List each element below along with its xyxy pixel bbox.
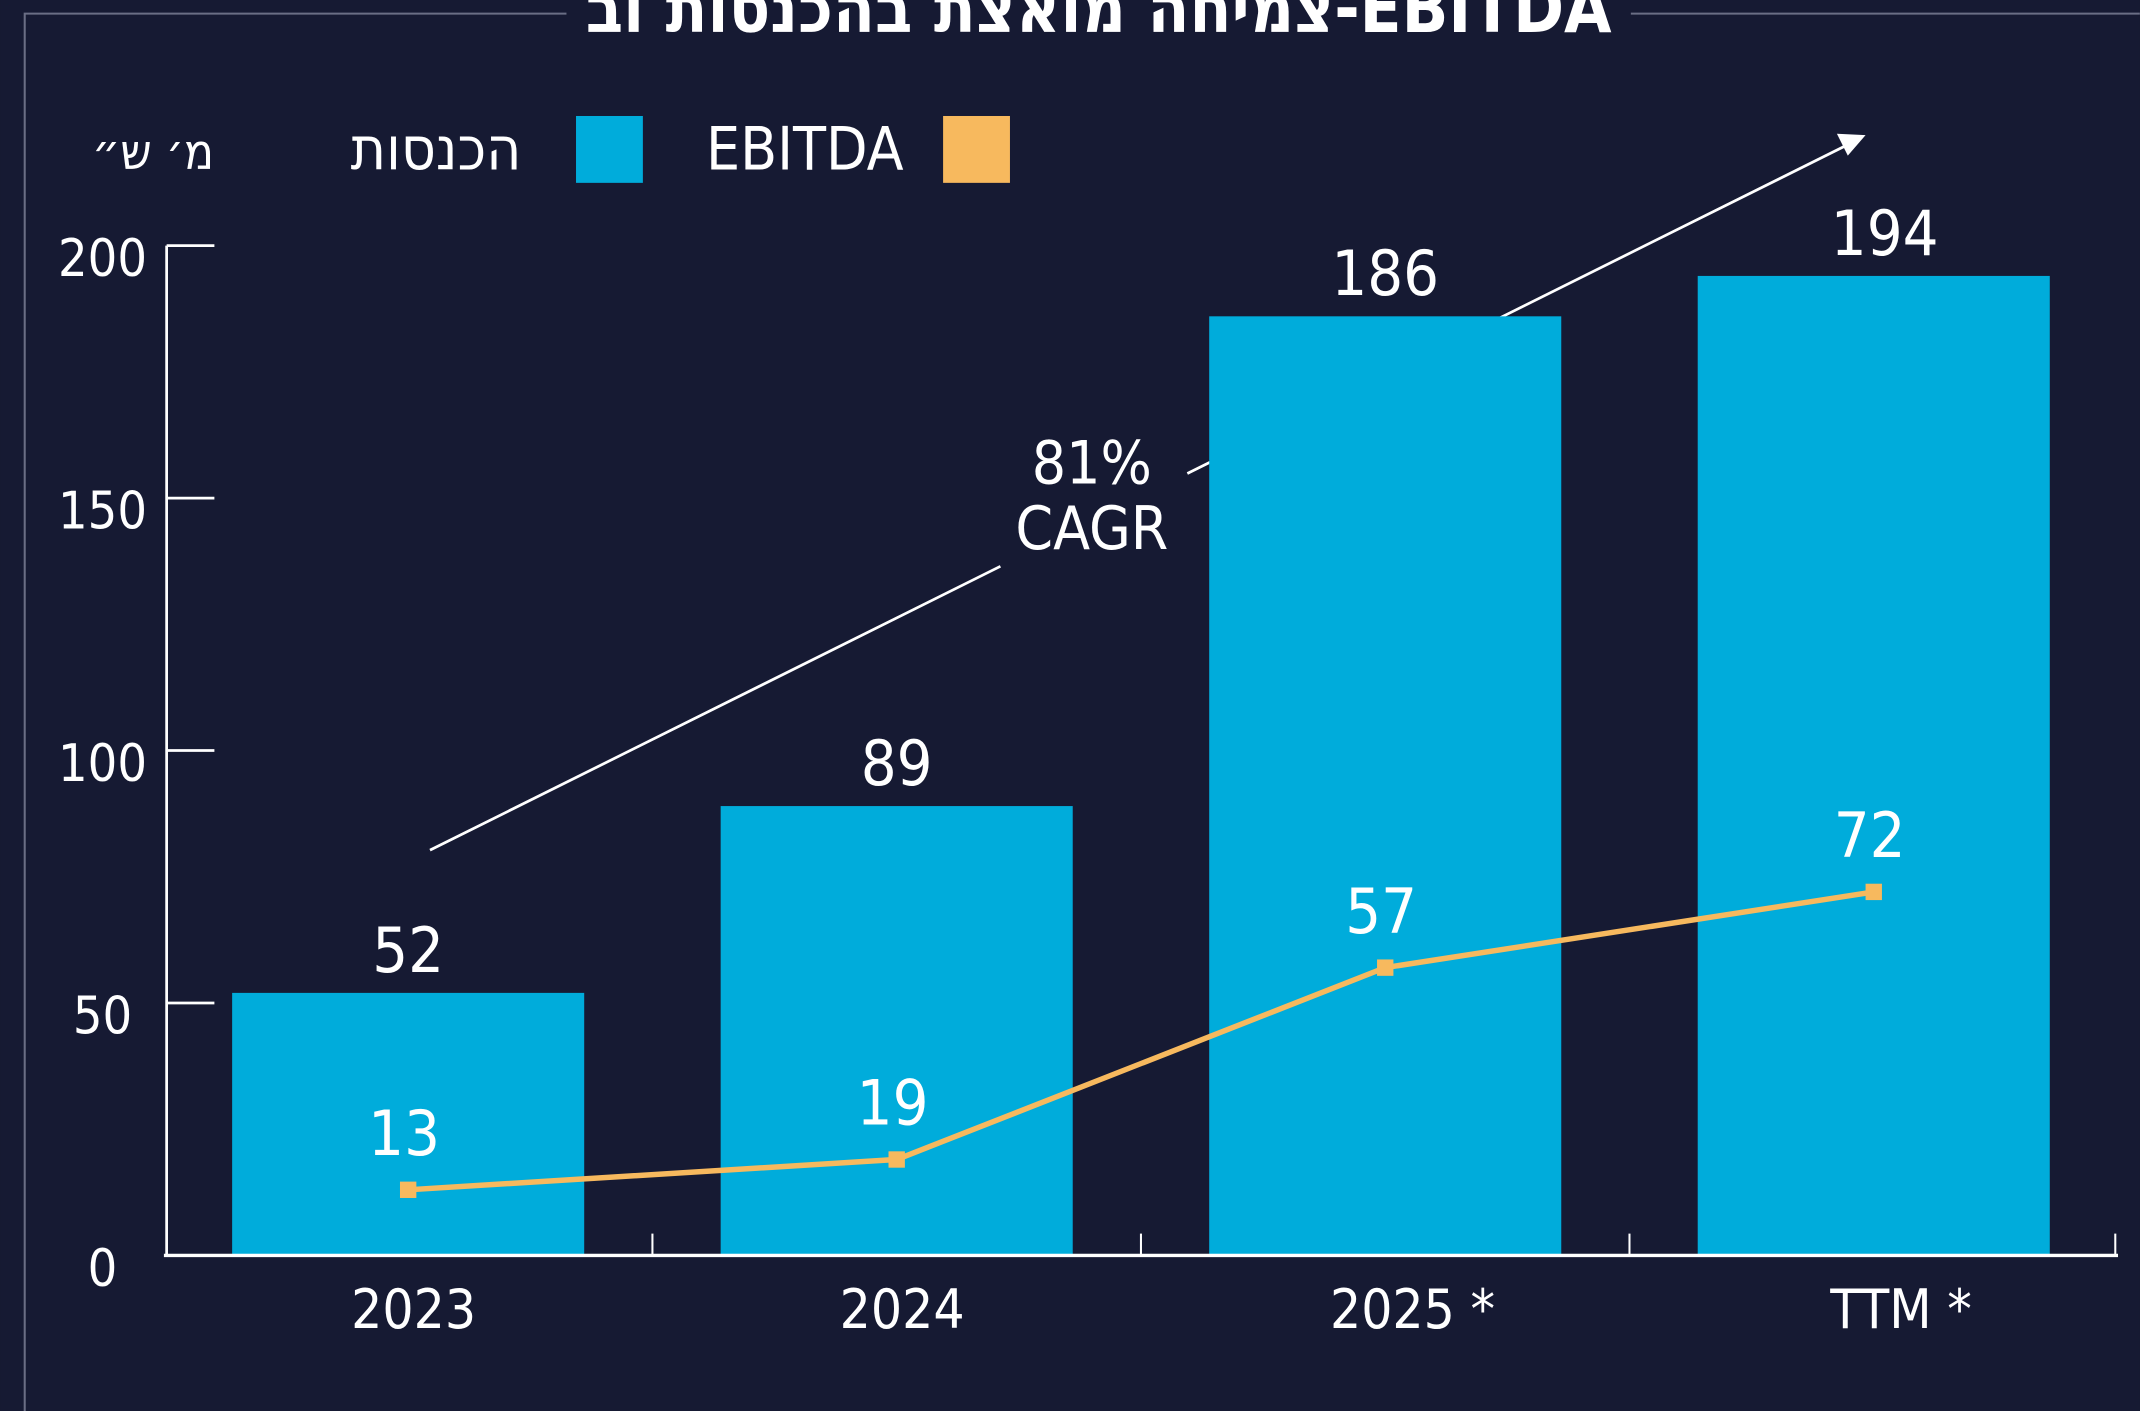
y-tick-label: 200 bbox=[58, 229, 147, 289]
annotation: CAGR bbox=[1015, 494, 1168, 564]
bar-value-label: 52 bbox=[372, 914, 444, 987]
y-tick-label: 50 bbox=[73, 986, 132, 1046]
y-tick-label: 150 bbox=[58, 481, 147, 541]
point-value-label: 72 bbox=[1834, 799, 1906, 872]
x-tick-label: 2025 * bbox=[1330, 1277, 1495, 1341]
point-value-label: 57 bbox=[1345, 875, 1417, 948]
x-tick-label: 2024 bbox=[840, 1277, 965, 1341]
bar bbox=[1209, 316, 1562, 1256]
point-value-label: 13 bbox=[368, 1097, 440, 1170]
y-axis-unit: מ׳ ש״ bbox=[92, 123, 214, 181]
bar-value-label: 186 bbox=[1331, 237, 1439, 310]
legend-swatch bbox=[943, 115, 1010, 183]
legend-swatch bbox=[576, 115, 643, 183]
arrow-head bbox=[1836, 133, 1866, 156]
point bbox=[399, 1181, 417, 1198]
x-tick-label: TTM * bbox=[1829, 1277, 1972, 1341]
cagr-arrow bbox=[429, 565, 1002, 852]
line bbox=[407, 889, 1875, 1193]
bar-value-label: 194 bbox=[1831, 197, 1939, 270]
chart-title: צמיחה מואצת בהכנסות וב-EBITDA bbox=[586, 0, 1612, 49]
bar bbox=[1697, 275, 2050, 1256]
bar bbox=[720, 806, 1073, 1256]
legend-label: הכנסות bbox=[351, 114, 522, 184]
point bbox=[1377, 959, 1394, 976]
y-tick-label: 0 bbox=[88, 1239, 118, 1299]
frame bbox=[23, 12, 2140, 1411]
point bbox=[1865, 883, 1882, 901]
x-tick-label: 2023 bbox=[351, 1277, 476, 1341]
bar-value-label: 89 bbox=[861, 727, 933, 800]
legend-label: EBITDA bbox=[706, 114, 904, 184]
annotation: 81% bbox=[1032, 428, 1152, 498]
bar bbox=[232, 992, 585, 1256]
point bbox=[888, 1151, 905, 1168]
point-value-label: 19 bbox=[857, 1067, 929, 1140]
y-tick-label: 100 bbox=[58, 734, 147, 794]
